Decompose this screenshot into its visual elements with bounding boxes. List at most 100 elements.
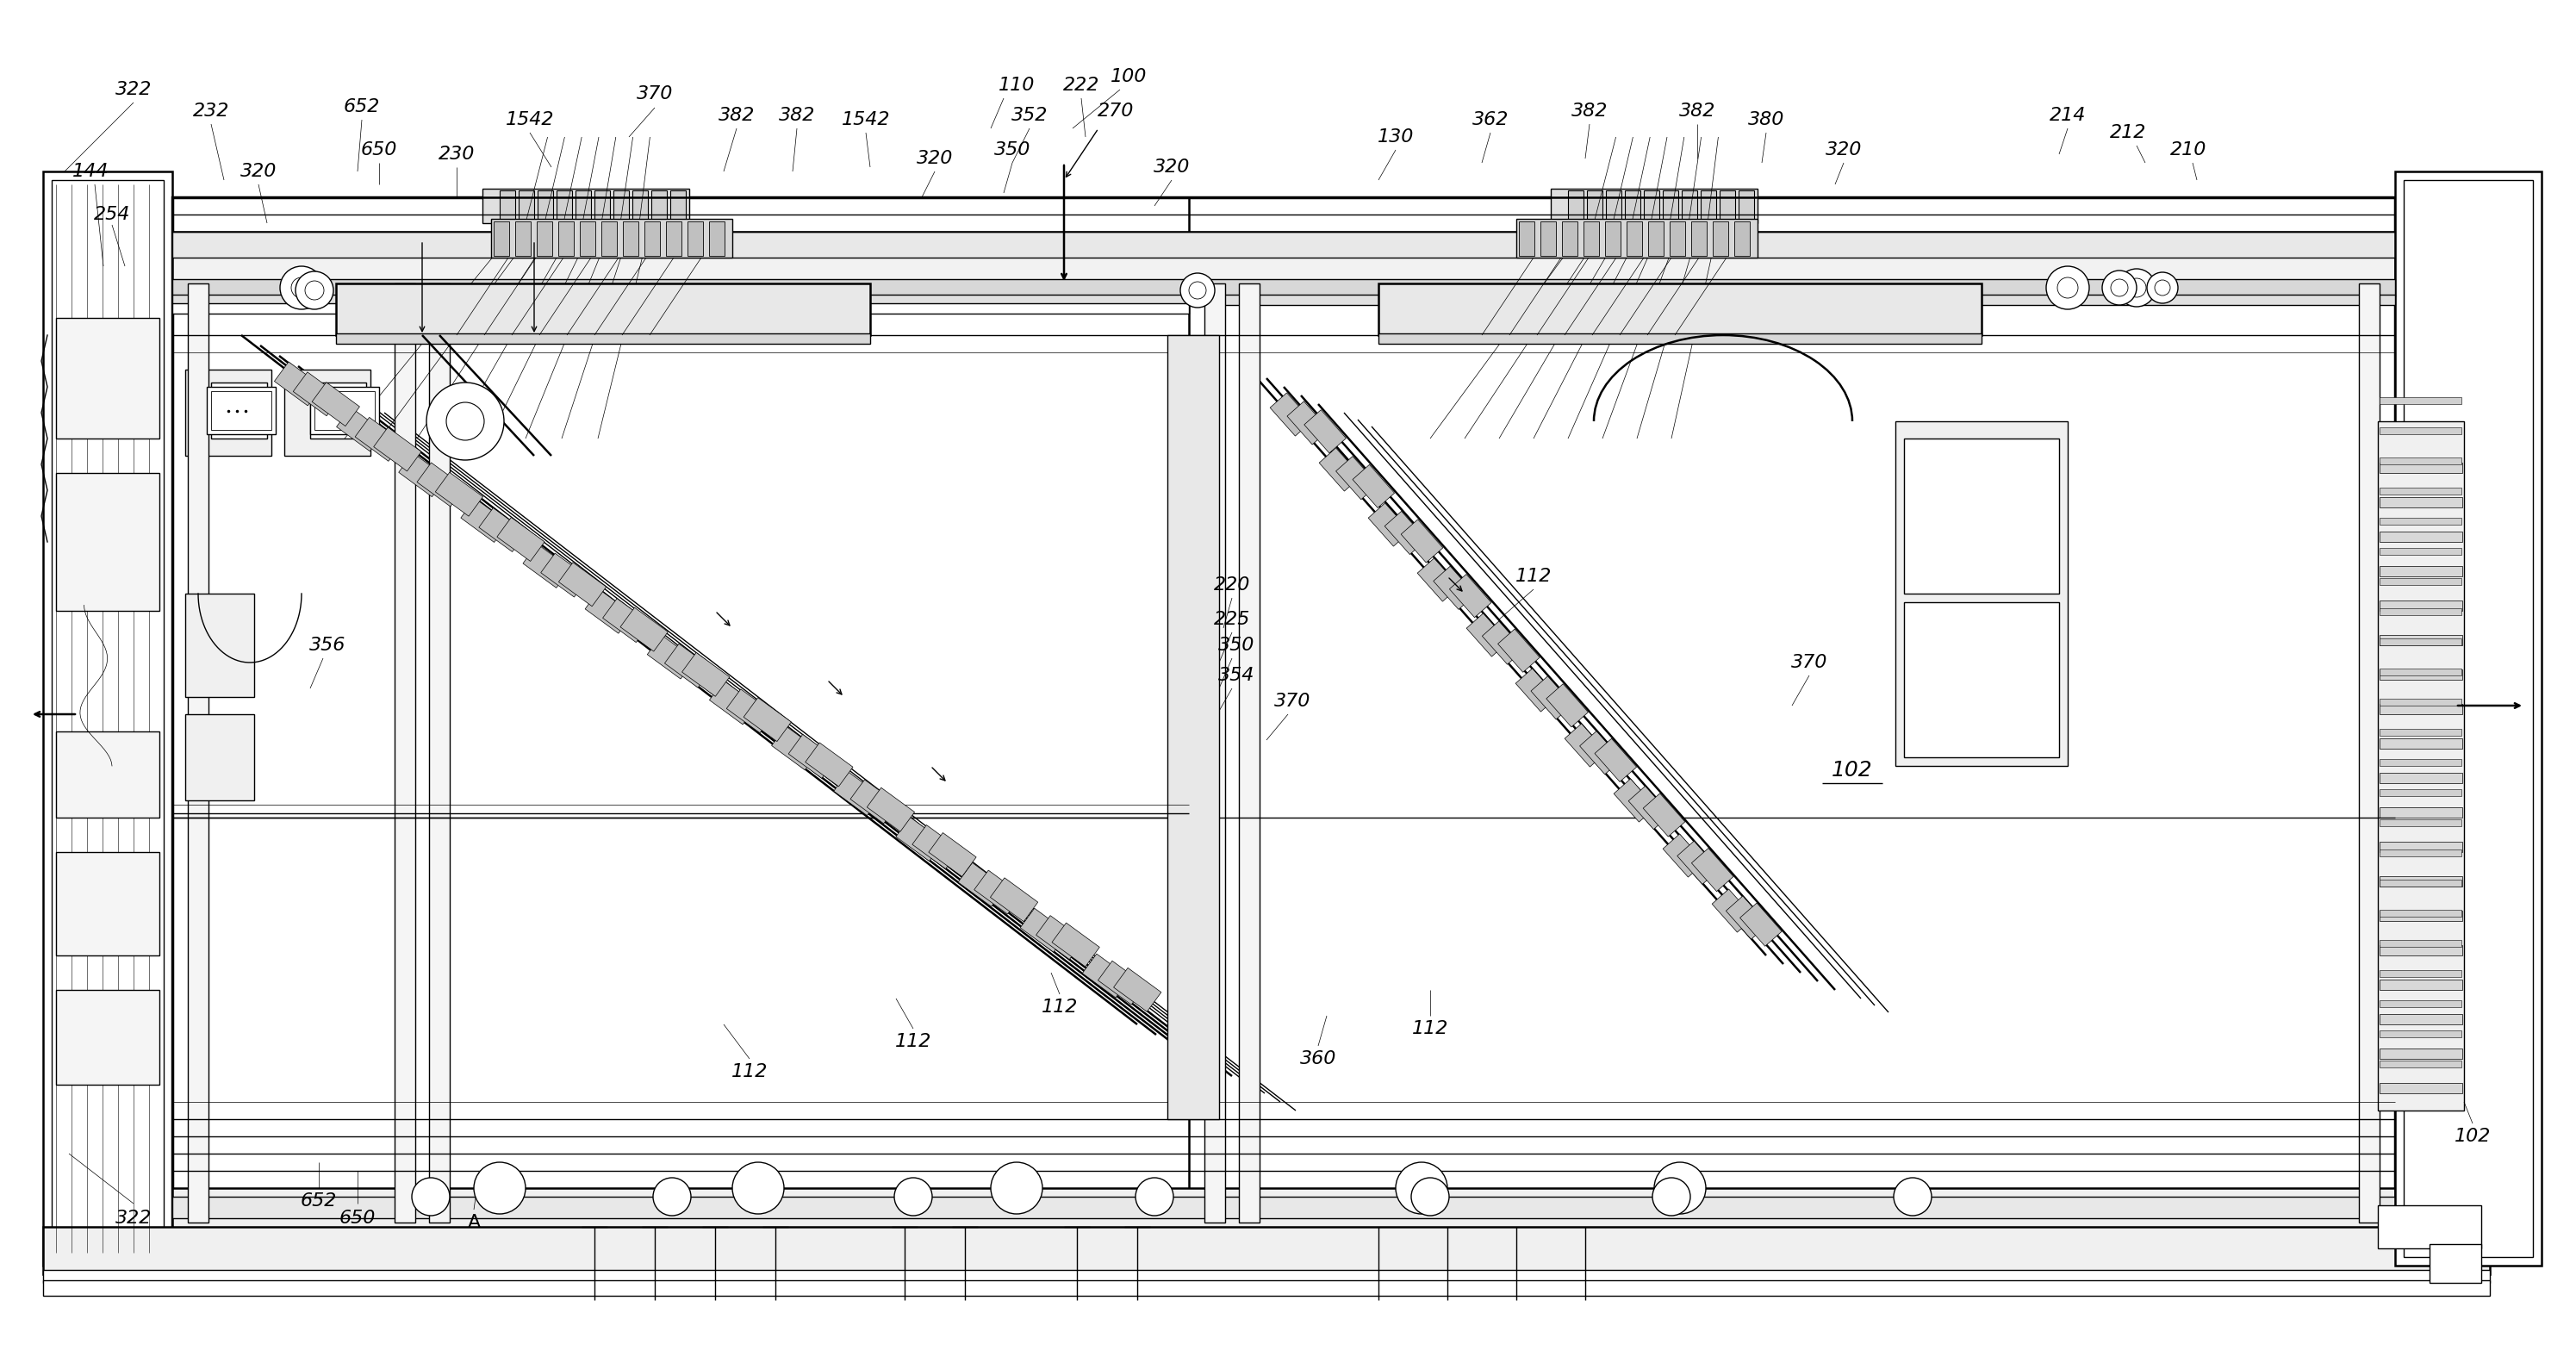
Circle shape	[428, 382, 505, 460]
Polygon shape	[896, 817, 943, 861]
Circle shape	[992, 1162, 1043, 1214]
Bar	[1378, 334, 1981, 344]
Text: 650: 650	[361, 141, 397, 159]
Bar	[2380, 1001, 2463, 1008]
Polygon shape	[312, 382, 361, 426]
Polygon shape	[726, 689, 775, 732]
Circle shape	[1893, 1177, 1932, 1216]
Bar	[309, 387, 379, 434]
Bar	[2380, 758, 2463, 765]
Bar	[2380, 427, 2463, 434]
Bar	[1700, 190, 1716, 223]
Text: 212: 212	[2110, 125, 2146, 141]
Bar	[1584, 222, 1600, 256]
Bar	[173, 1188, 2396, 1231]
Polygon shape	[974, 871, 1023, 914]
Bar	[1517, 219, 1757, 257]
Bar	[1190, 279, 2396, 296]
Bar	[185, 594, 255, 697]
Bar	[492, 219, 732, 257]
Bar	[2380, 1049, 2463, 1058]
Polygon shape	[788, 734, 837, 778]
Bar	[600, 222, 616, 256]
Polygon shape	[1417, 559, 1461, 601]
Bar	[2380, 704, 2463, 715]
Text: 356: 356	[309, 637, 345, 654]
Text: 354: 354	[1218, 667, 1255, 684]
Bar	[1587, 190, 1602, 223]
Polygon shape	[1643, 794, 1685, 836]
Bar	[206, 387, 276, 434]
Circle shape	[1396, 1162, 1448, 1214]
Bar	[2403, 181, 2532, 1257]
Bar	[44, 1270, 2491, 1283]
Text: 322: 322	[116, 1210, 152, 1227]
Polygon shape	[1368, 502, 1409, 546]
Bar	[283, 370, 371, 456]
Bar	[394, 283, 415, 1223]
Polygon shape	[1051, 923, 1100, 967]
Polygon shape	[523, 543, 569, 587]
Bar	[1206, 283, 1226, 1223]
Bar	[44, 171, 173, 1265]
Text: 102: 102	[1832, 760, 1873, 780]
Text: 110: 110	[999, 77, 1036, 94]
Polygon shape	[1579, 731, 1623, 775]
Text: 320: 320	[1826, 141, 1862, 159]
Text: 222: 222	[1064, 77, 1100, 94]
Polygon shape	[806, 742, 853, 787]
Polygon shape	[435, 472, 482, 516]
Bar	[2380, 910, 2463, 917]
Bar	[595, 190, 611, 223]
Bar	[173, 279, 1190, 296]
Polygon shape	[1319, 448, 1360, 491]
Polygon shape	[1386, 511, 1427, 554]
Bar	[2380, 578, 2463, 585]
Bar	[515, 222, 531, 256]
Bar	[335, 283, 871, 335]
Polygon shape	[1466, 613, 1510, 657]
Bar	[2380, 608, 2463, 615]
Bar	[2380, 842, 2463, 852]
Bar	[2380, 850, 2463, 857]
Polygon shape	[1628, 786, 1669, 830]
Bar	[1904, 602, 2058, 757]
Circle shape	[2102, 271, 2136, 305]
Polygon shape	[1020, 908, 1069, 953]
Bar	[556, 190, 572, 223]
Bar	[518, 190, 533, 223]
Bar	[1643, 190, 1659, 223]
Circle shape	[732, 1162, 783, 1214]
Polygon shape	[1739, 904, 1783, 946]
Bar	[2380, 548, 2463, 554]
Bar	[173, 231, 2396, 283]
Bar	[211, 392, 270, 430]
Polygon shape	[1288, 401, 1329, 445]
Bar	[2396, 171, 2543, 1265]
Polygon shape	[868, 787, 914, 831]
Polygon shape	[647, 635, 696, 679]
Bar	[173, 304, 1190, 314]
Bar	[1739, 190, 1754, 223]
Bar	[2380, 669, 2463, 680]
Bar	[1561, 222, 1577, 256]
Bar	[667, 222, 683, 256]
Bar	[211, 382, 268, 438]
Polygon shape	[1352, 464, 1394, 508]
Circle shape	[291, 278, 312, 298]
Polygon shape	[1036, 916, 1084, 960]
Bar	[1692, 222, 1708, 256]
Text: 370: 370	[636, 85, 672, 103]
Polygon shape	[276, 361, 322, 405]
Bar	[1540, 222, 1556, 256]
Polygon shape	[559, 563, 605, 606]
Polygon shape	[374, 427, 422, 471]
Bar	[631, 190, 649, 223]
Bar	[2380, 497, 2463, 508]
Bar	[644, 222, 659, 256]
Circle shape	[654, 1177, 690, 1216]
Bar	[57, 990, 160, 1084]
Bar	[57, 474, 160, 611]
Polygon shape	[1595, 739, 1636, 782]
Circle shape	[474, 1162, 526, 1214]
